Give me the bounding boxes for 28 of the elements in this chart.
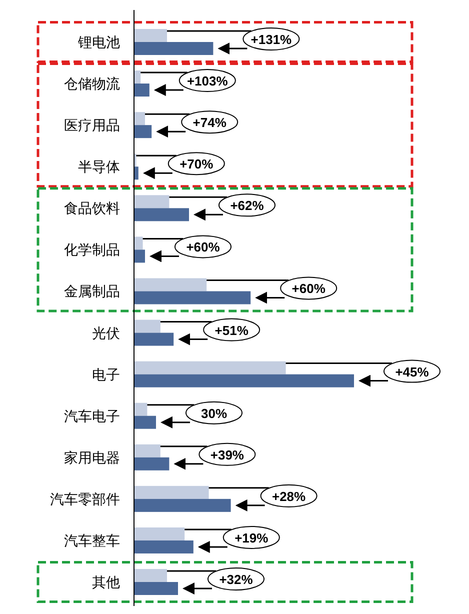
y-tick-label: 家用电器 [64, 449, 120, 466]
y-tick-label: 其他 [92, 574, 120, 590]
y-tick-label: 金属制品 [64, 283, 120, 300]
annotation: +19% [234, 530, 269, 546]
y-tick-label: 仓储物流 [64, 76, 120, 92]
annotation: +60% [186, 240, 220, 255]
y-tick-label: 化学制品 [64, 242, 120, 258]
text: +45% [395, 364, 430, 380]
annotation: 30% [200, 406, 228, 421]
y-tick-label: 汽车整车 [64, 532, 120, 548]
y-tick-label: 汽车零部件 [50, 490, 120, 507]
y-tick-label: 医疗用品 [64, 117, 120, 134]
y-tick-label: 食品饮料 [64, 200, 120, 216]
annotation: +103% [186, 74, 228, 89]
y-tick-label: 锂电池 [77, 34, 120, 50]
annotation: +39% [210, 447, 244, 462]
annotation: +32% [219, 572, 254, 587]
y-tick-label: 半导体 [78, 158, 120, 175]
annotation: +62% [230, 198, 264, 214]
y-tick-label: 光伏 [92, 324, 120, 341]
annotation: +60% [292, 281, 326, 296]
annotation: +131% [250, 32, 292, 47]
annotation: +28% [272, 488, 306, 504]
annotation: +51% [214, 322, 249, 338]
annotation: +74% [192, 115, 227, 130]
annotation: +70% [180, 156, 214, 172]
y-tick-label: 汽车电子 [64, 408, 120, 424]
y-tick-label: 电子 [92, 366, 120, 382]
